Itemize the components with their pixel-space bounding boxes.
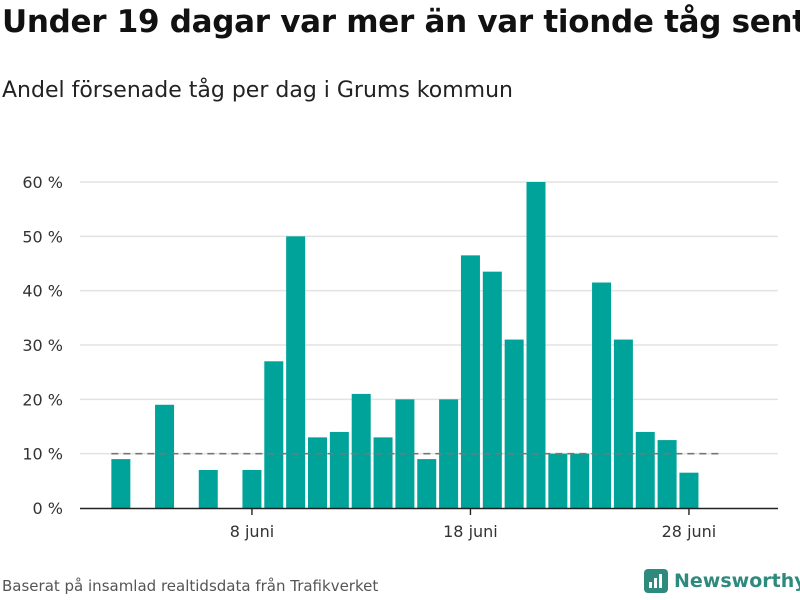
y-tick-label: 10 %	[22, 445, 63, 464]
bars	[111, 182, 699, 509]
bar-27-juni	[657, 440, 677, 508]
bar-11-juni	[308, 437, 327, 508]
x-tick-label: 8 juni	[230, 522, 274, 541]
y-tick-label: 0 %	[33, 499, 63, 518]
bar-18-juni	[460, 255, 480, 508]
bar-23-juni	[570, 453, 590, 508]
bar-chart-logo-icon	[644, 569, 668, 593]
y-tick-label: 20 %	[22, 390, 63, 409]
bar-12-juni	[329, 431, 349, 508]
newsworthy-logo: Newsworthy	[644, 569, 800, 593]
chart-subtitle: Andel försenade tåg per dag i Grums komm…	[2, 78, 513, 103]
bar-13-juni	[351, 393, 371, 508]
bar-24-juni	[592, 282, 612, 508]
source-note: Baserat på insamlad realtidsdata från Tr…	[2, 577, 379, 595]
y-tick-label: 30 %	[22, 336, 63, 355]
bar-6-juni	[198, 469, 218, 508]
bar-22-juni	[548, 453, 568, 508]
bar-20-juni	[504, 339, 524, 508]
y-tick-label: 40 %	[22, 282, 63, 301]
bar-26-juni	[635, 431, 655, 508]
bar-8-juni	[242, 469, 262, 508]
bar-21-juni	[526, 182, 546, 508]
bar-19-juni	[482, 271, 502, 508]
bar-9-juni	[264, 361, 284, 508]
bar-14-juni	[373, 437, 393, 508]
brand-name: Newsworthy	[674, 570, 800, 592]
axes: 0 % 10 % 20 % 30 % 40 % 50 % 60 % 8 juni 18 juni…	[22, 173, 778, 541]
grid-lines	[80, 181, 778, 455]
y-tick-label: 50 %	[22, 227, 63, 246]
y-tick-label: 60 %	[22, 173, 63, 192]
bar-2-juni	[111, 459, 131, 508]
bar-25-juni	[613, 339, 633, 508]
x-tick-label: 28 juni	[662, 522, 717, 541]
bar-16-juni	[417, 459, 437, 508]
bar-10-juni	[286, 236, 306, 509]
bar-28-juni	[679, 472, 699, 508]
x-tick-label: 18 juni	[443, 522, 498, 541]
bar-4-juni	[155, 404, 175, 508]
chart-title: Under 19 dagar var mer än var tionde tåg…	[2, 4, 800, 40]
